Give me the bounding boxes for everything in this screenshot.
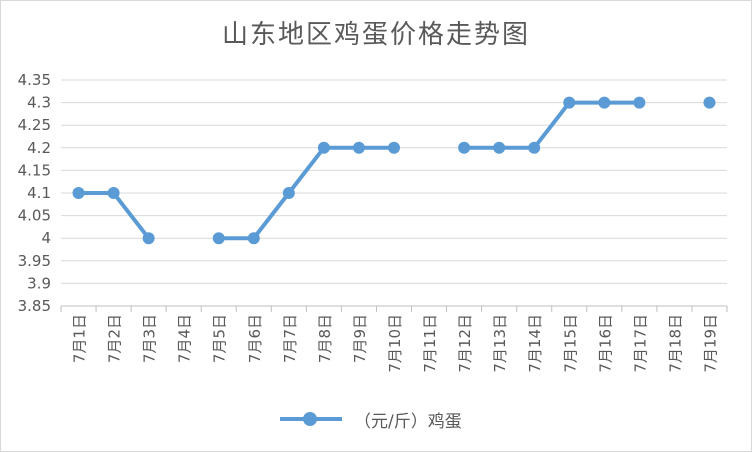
x-tick-label: 7月5日 [211,314,229,363]
y-tick-label: 3.85 [18,297,51,315]
data-point [212,232,225,245]
legend-line-marker-icon [280,412,342,426]
y-tick-label: 3.9 [27,274,51,292]
x-axis-ticks: 7月1日 7月2日 7月3日 7月4日 7月5日 7月6日 7月7日 7月8日 7月9日 7月10… [71,314,720,373]
x-tick-label: 7月14日 [526,314,544,373]
y-tick-label: 4.2 [27,139,51,157]
x-tick-label: 7月19日 [701,314,719,373]
data-point [352,141,365,154]
x-tick-label: 7月1日 [71,314,89,363]
x-tick-label: 7月15日 [561,314,579,373]
x-tick-label: 7月2日 [106,314,124,363]
data-point [703,96,716,109]
legend-label: （元/斤）鸡蛋 [354,411,462,432]
y-tick-label: 4.15 [18,161,51,179]
x-tick-label: 7月13日 [491,314,509,373]
data-point [633,96,646,109]
x-tick-label: 7月18日 [666,314,684,373]
data-point [528,141,541,154]
y-tick-label: 4.3 [27,94,51,112]
data-point [317,141,330,154]
data-point [458,141,471,154]
data-point [282,187,295,199]
legend: （元/斤）鸡蛋 [280,406,462,432]
y-tick-label: 3.95 [18,252,51,270]
x-axis [60,305,728,312]
data-point [598,96,611,109]
y-tick-label: 4.1 [27,184,51,202]
x-tick-label: 7月12日 [456,314,474,373]
x-tick-label: 7月3日 [141,314,159,363]
x-tick-label: 7月16日 [596,314,614,373]
x-tick-label: 7月7日 [281,314,299,363]
gridlines [61,79,727,284]
data-point [142,232,155,245]
y-tick-label: 4 [41,229,51,247]
series-line-group [72,96,716,245]
y-tick-label: 4.05 [18,207,51,225]
data-point [247,232,260,245]
data-point [493,141,506,154]
y-tick-label: 4.35 [18,71,51,89]
x-tick-label: 7月11日 [421,314,439,373]
y-axis-ticks: 4.35 4.3 4.25 4.2 4.15 4.1 4.05 4 3.95 3.9 3.85 [18,71,51,315]
data-point [107,187,120,199]
data-point [72,187,85,199]
y-tick-label: 4.25 [18,116,51,134]
x-tick-label: 7月10日 [386,314,404,373]
x-tick-label: 7月17日 [631,314,649,373]
x-tick-label: 7月9日 [351,314,369,363]
x-tick-label: 7月8日 [316,314,334,363]
x-tick-label: 7月4日 [176,314,194,363]
data-point [388,141,400,154]
data-point [563,96,576,109]
x-tick-label: 7月6日 [246,314,264,363]
chart-title: 山东地区鸡蛋价格走势图 [221,20,530,50]
